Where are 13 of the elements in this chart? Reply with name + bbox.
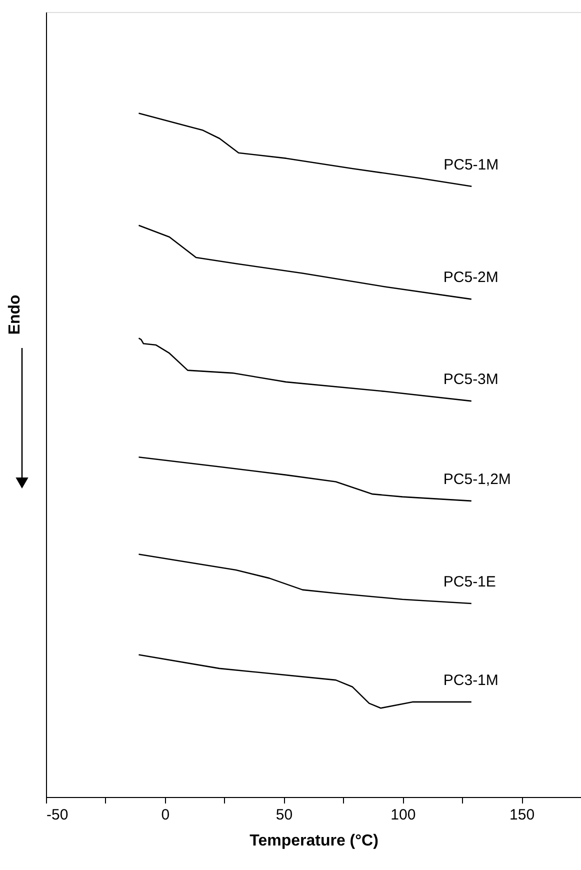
x-axis-title: Temperature (°C): [250, 832, 378, 850]
x-tick-label: 0: [161, 806, 170, 824]
series-label: PC5-1M: [444, 156, 499, 174]
x-tick-label: 150: [510, 806, 535, 824]
series-label: PC5-1E: [443, 573, 496, 590]
series-label: PC5-1,2M: [443, 470, 511, 488]
y-axis-title: Endo: [6, 294, 24, 335]
series-label: PC5-3M: [443, 371, 498, 388]
x-tick-label: 50: [276, 806, 293, 824]
x-tick-label: 100: [390, 806, 416, 824]
series-label: PC3-1M: [443, 672, 498, 689]
x-tick-label: -50: [46, 806, 68, 824]
series-label: PC5-2M: [443, 269, 498, 286]
